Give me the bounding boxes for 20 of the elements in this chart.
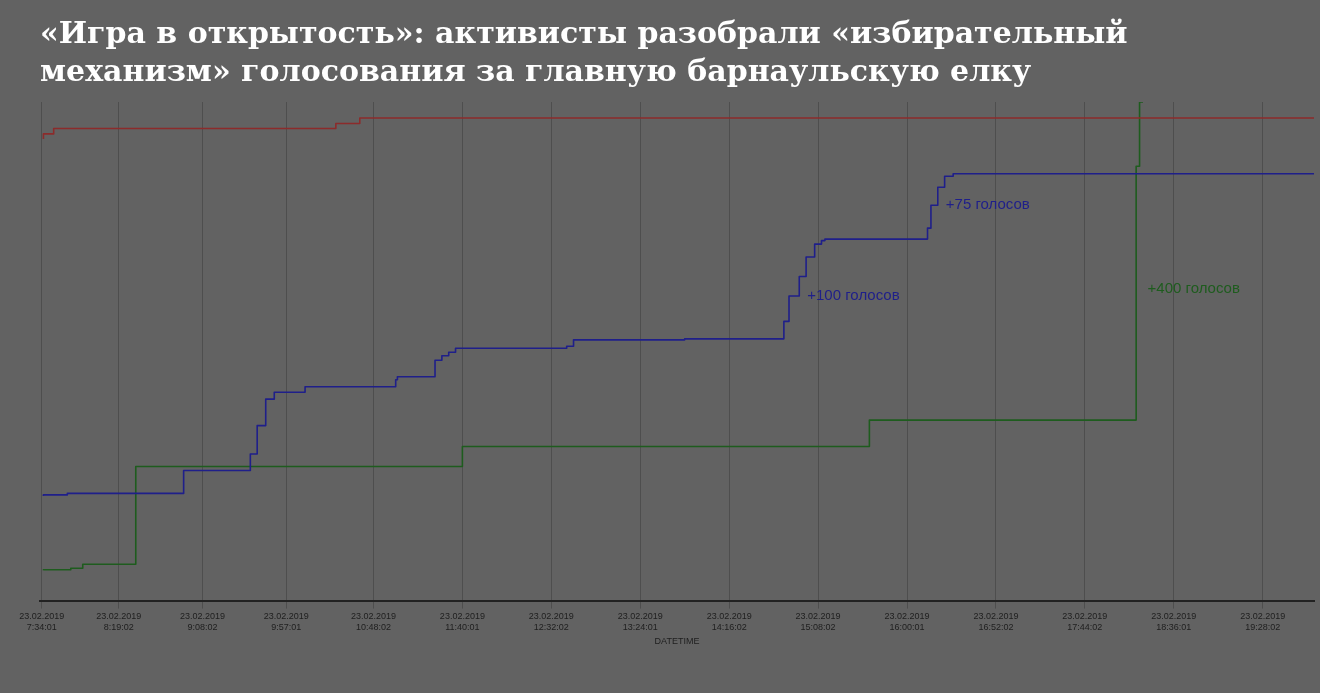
x-tick-label: 23.02.2019 10:48:02 <box>350 611 396 633</box>
annotation: +100 голосов <box>807 286 900 304</box>
x-tick-label: 23.02.2019 9:08:02 <box>179 611 225 633</box>
x-tick-label: 23.02.2019 16:00:01 <box>884 611 930 633</box>
x-tick-label: 23.02.2019 9:57:01 <box>263 611 309 633</box>
x-tick-label: 23.02.2019 19:28:02 <box>1240 611 1286 633</box>
x-tick-label: 23.02.2019 15:08:02 <box>795 611 841 633</box>
x-tick-label: 23.02.2019 12:32:02 <box>528 611 574 633</box>
annotation: +400 голосов <box>1147 279 1240 297</box>
x-tick-label: 23.02.2019 7:34:01 <box>19 611 65 633</box>
x-tick-label: 23.02.2019 17:44:02 <box>1062 611 1108 633</box>
x-tick-label: 23.02.2019 8:19:02 <box>96 611 142 633</box>
x-axis-title: DATETIME <box>654 636 700 647</box>
annotation: +75 голосов <box>945 195 1030 213</box>
x-tick-label: 23.02.2019 11:40:01 <box>439 611 485 633</box>
x-tick-label: 23.02.2019 14:16:02 <box>706 611 752 633</box>
x-tick-label: 23.02.2019 13:24:01 <box>617 611 663 633</box>
chart-title: «Игра в открытость»: активисты разобрали «избирательный механизм» голосования за главную барнаульскую елку <box>39 14 1129 90</box>
x-tick-label: 23.02.2019 16:52:02 <box>973 611 1019 633</box>
x-tick-label: 23.02.2019 18:36:01 <box>1151 611 1197 633</box>
